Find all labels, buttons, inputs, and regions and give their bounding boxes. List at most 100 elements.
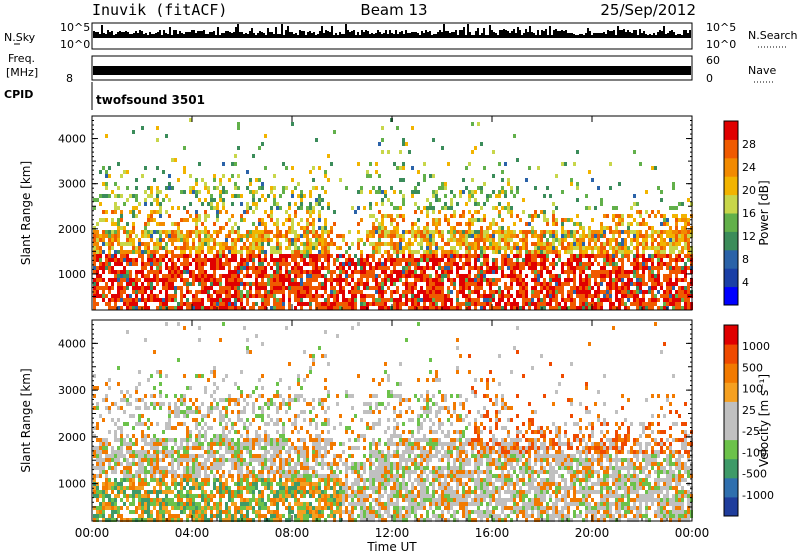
heatmap-cell [309, 222, 312, 226]
heatmap-cell [168, 258, 171, 262]
heatmap-cell [129, 274, 132, 278]
heatmap-cell [213, 242, 216, 246]
heatmap-cell [120, 306, 123, 310]
heatmap-cell [459, 242, 462, 246]
heatmap-cell [675, 298, 678, 302]
heatmap-cell [339, 274, 342, 278]
heatmap-cell [249, 274, 252, 278]
heatmap-cell [579, 262, 582, 266]
heatmap-cell [165, 506, 168, 510]
heatmap-cell [150, 470, 153, 474]
heatmap-cell [384, 258, 387, 262]
heatmap-cell [159, 246, 162, 250]
heatmap-cell [378, 306, 381, 310]
heatmap-cell [114, 182, 117, 186]
heatmap-cell [171, 306, 174, 310]
heatmap-cell [414, 282, 417, 286]
heatmap-cell [507, 206, 510, 210]
heatmap-cell [507, 262, 510, 266]
heatmap-cell [114, 254, 117, 258]
heatmap-cell [402, 166, 405, 170]
heatmap-cell [213, 174, 216, 178]
heatmap-cell [192, 258, 195, 262]
heatmap-cell [570, 306, 573, 310]
nsky-bar [165, 33, 167, 38]
nsky-bar [555, 29, 557, 38]
heatmap-cell [477, 258, 480, 262]
heatmap-cell [114, 498, 117, 502]
heatmap-cell [411, 290, 414, 294]
heatmap-cell [507, 290, 510, 294]
heatmap-cell [147, 186, 150, 190]
heatmap-cell [447, 274, 450, 278]
heatmap-cell [357, 270, 360, 274]
heatmap-cell [372, 298, 375, 302]
heatmap-cell [114, 502, 117, 506]
heatmap-cell [195, 374, 198, 378]
heatmap-cell [123, 270, 126, 274]
heatmap-cell [420, 266, 423, 270]
heatmap-cell [669, 258, 672, 262]
heatmap-cell [297, 254, 300, 258]
heatmap-cell [93, 426, 96, 430]
heatmap-cell [288, 302, 291, 306]
heatmap-cell [453, 230, 456, 234]
heatmap-cell [156, 246, 159, 250]
heatmap-cell [279, 274, 282, 278]
heatmap-cell [123, 422, 126, 426]
heatmap-cell [216, 258, 219, 262]
heatmap-cell [252, 242, 255, 246]
heatmap-cell [189, 270, 192, 274]
heatmap-cell [402, 274, 405, 278]
heatmap-cell [573, 222, 576, 226]
nsky-bar [321, 26, 323, 38]
heatmap-cell [426, 234, 429, 238]
heatmap-cell [144, 438, 147, 442]
heatmap-cell [567, 266, 570, 270]
heatmap-cell [594, 234, 597, 238]
heatmap-cell [216, 206, 219, 210]
heatmap-cell [477, 274, 480, 278]
heatmap-cell [609, 290, 612, 294]
heatmap-cell [156, 466, 159, 470]
heatmap-cell [294, 210, 297, 214]
heatmap-cell [474, 266, 477, 270]
heatmap-cell [393, 302, 396, 306]
heatmap-cell [441, 246, 444, 250]
heatmap-cell [177, 410, 180, 414]
heatmap-cell [132, 230, 135, 234]
heatmap-cell [585, 286, 588, 290]
heatmap-cell [138, 486, 141, 490]
heatmap-cell [267, 214, 270, 218]
colorbar-swatch [724, 286, 738, 306]
heatmap-cell [534, 302, 537, 306]
heatmap-cell [624, 242, 627, 246]
heatmap-cell [582, 298, 585, 302]
heatmap-cell [687, 246, 690, 250]
heatmap-cell [615, 250, 618, 254]
heatmap-cell [93, 286, 96, 290]
heatmap-cell [651, 210, 654, 214]
heatmap-cell [264, 270, 267, 274]
heatmap-cell [621, 290, 624, 294]
heatmap-cell [480, 254, 483, 258]
heatmap-cell [636, 274, 639, 278]
heatmap-cell [489, 226, 492, 230]
heatmap-cell [126, 234, 129, 238]
heatmap-cell [456, 270, 459, 274]
heatmap-cell [189, 478, 192, 482]
heatmap-cell [444, 202, 447, 206]
heatmap-cell [123, 266, 126, 270]
heatmap-cell [204, 226, 207, 230]
heatmap-cell [570, 178, 573, 182]
heatmap-cell [171, 446, 174, 450]
nsky-bar [93, 31, 95, 38]
heatmap-cell [201, 250, 204, 254]
heatmap-cell [396, 222, 399, 226]
heatmap-cell [435, 242, 438, 246]
heatmap-cell [315, 270, 318, 274]
heatmap-cell [156, 482, 159, 486]
heatmap-cell [615, 278, 618, 282]
heatmap-cell [444, 266, 447, 270]
heatmap-cell [225, 262, 228, 266]
